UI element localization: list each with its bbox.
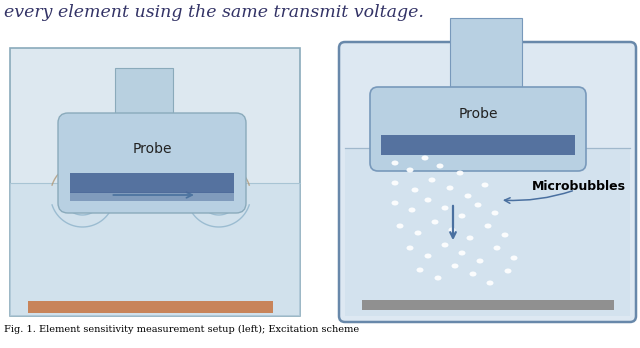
Ellipse shape: [447, 185, 454, 190]
Ellipse shape: [465, 193, 472, 198]
Ellipse shape: [456, 171, 463, 175]
Bar: [70, 173, 234, 193]
FancyBboxPatch shape: [370, 87, 586, 171]
Ellipse shape: [417, 268, 424, 272]
Text: Probe: Probe: [132, 142, 172, 156]
Ellipse shape: [474, 203, 481, 207]
Ellipse shape: [493, 245, 500, 251]
Ellipse shape: [422, 156, 429, 160]
Bar: [362, 300, 614, 310]
Ellipse shape: [484, 223, 492, 229]
Ellipse shape: [392, 160, 399, 166]
Ellipse shape: [408, 207, 415, 213]
Ellipse shape: [458, 251, 465, 255]
Ellipse shape: [397, 223, 403, 229]
Ellipse shape: [511, 255, 518, 261]
Bar: [381, 135, 575, 155]
Ellipse shape: [429, 177, 435, 182]
Ellipse shape: [436, 164, 444, 168]
Ellipse shape: [449, 228, 456, 232]
Bar: [10, 183, 300, 316]
Ellipse shape: [504, 269, 511, 274]
Ellipse shape: [406, 245, 413, 251]
Ellipse shape: [481, 182, 488, 188]
Ellipse shape: [435, 276, 442, 280]
Ellipse shape: [486, 280, 493, 285]
FancyBboxPatch shape: [58, 113, 246, 213]
Ellipse shape: [451, 263, 458, 269]
Bar: [28, 301, 273, 313]
Ellipse shape: [424, 253, 431, 259]
Ellipse shape: [392, 200, 399, 206]
Bar: [345, 148, 630, 316]
Ellipse shape: [406, 167, 413, 173]
Ellipse shape: [392, 181, 399, 185]
Ellipse shape: [412, 188, 419, 192]
Ellipse shape: [415, 230, 422, 236]
Ellipse shape: [458, 214, 465, 219]
Bar: [450, 18, 522, 118]
Ellipse shape: [477, 259, 483, 263]
Ellipse shape: [492, 211, 499, 215]
Text: Fig. 1. Element sensitivity measurement setup (left); Excitation scheme: Fig. 1. Element sensitivity measurement …: [4, 325, 359, 334]
Ellipse shape: [470, 271, 477, 277]
Ellipse shape: [442, 206, 449, 211]
FancyBboxPatch shape: [339, 42, 636, 322]
Ellipse shape: [502, 232, 509, 237]
Ellipse shape: [442, 243, 449, 247]
Ellipse shape: [467, 236, 474, 240]
Bar: [10, 48, 300, 316]
Text: Probe: Probe: [458, 107, 498, 121]
Bar: [115, 68, 173, 163]
Text: every element using the same transmit voltage.: every element using the same transmit vo…: [4, 4, 424, 21]
Bar: [70, 192, 234, 201]
Text: Microbubbles: Microbubbles: [532, 180, 626, 192]
Ellipse shape: [424, 198, 431, 203]
Ellipse shape: [431, 220, 438, 224]
